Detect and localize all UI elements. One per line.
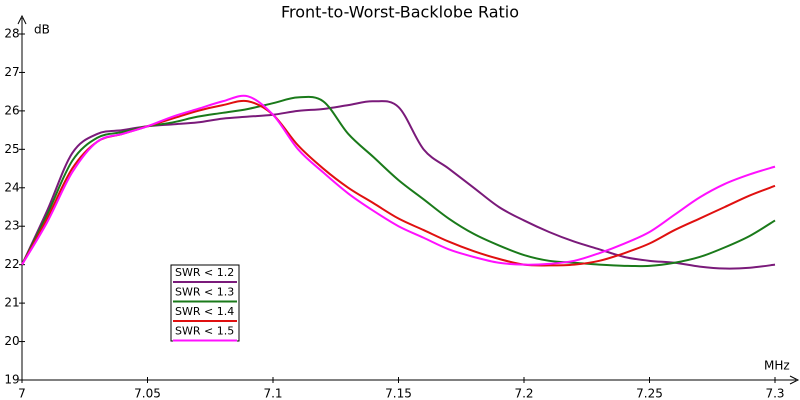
series-line bbox=[21, 94, 776, 266]
legend-label: SWR < 1.3 bbox=[175, 286, 234, 299]
x-tick-label: 7.25 bbox=[636, 387, 663, 400]
x-tick-label: 7.15 bbox=[385, 387, 412, 400]
legend-label: SWR < 1.4 bbox=[175, 305, 234, 318]
y-tick-label: 25 bbox=[4, 142, 19, 156]
x-tick-label: 7.05 bbox=[134, 387, 161, 400]
legend bbox=[170, 264, 240, 342]
x-axis-label: MHz bbox=[764, 359, 790, 373]
y-tick-label: 21 bbox=[4, 296, 19, 310]
y-tick-label: 23 bbox=[4, 219, 19, 233]
legend-label: SWR < 1.2 bbox=[175, 266, 234, 279]
y-tick-label: 28 bbox=[4, 27, 19, 41]
y-tick-label: 27 bbox=[4, 65, 19, 79]
y-arrow bbox=[17, 14, 27, 25]
x-tick-label: 7 bbox=[18, 387, 26, 400]
chart-title: Front-to-Worst-Backlobe Ratio bbox=[281, 3, 519, 22]
legend-label: SWR < 1.5 bbox=[175, 325, 234, 338]
y-tick-label: 20 bbox=[4, 334, 19, 348]
x-tick-label: 7.1 bbox=[263, 387, 282, 400]
y-tick-label: 19 bbox=[4, 373, 19, 387]
series-line bbox=[21, 99, 776, 267]
y-tick-label: 24 bbox=[4, 180, 19, 194]
series-line bbox=[21, 95, 776, 268]
y-tick-label: 26 bbox=[4, 103, 19, 117]
x-tick-label: 7.3 bbox=[765, 387, 784, 400]
y-tick-label: 22 bbox=[4, 257, 19, 271]
y-axis-label: dB bbox=[34, 23, 50, 37]
x-tick-label: 7.2 bbox=[514, 387, 533, 400]
series-line bbox=[21, 100, 776, 270]
x-arrow bbox=[789, 375, 800, 385]
